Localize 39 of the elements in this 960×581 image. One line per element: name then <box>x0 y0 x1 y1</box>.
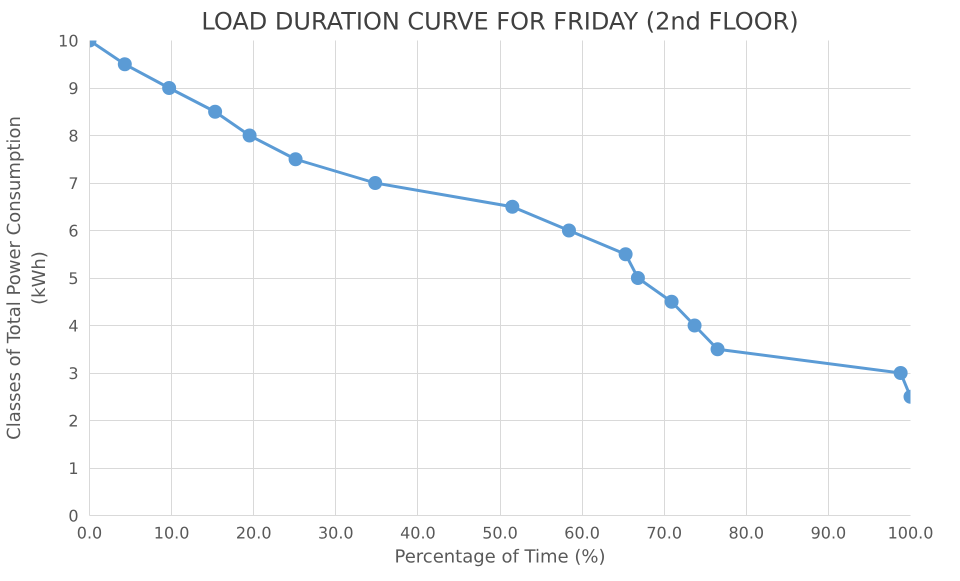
point <box>288 152 303 166</box>
point <box>664 294 679 309</box>
x-tick-label: 90.0 <box>810 524 846 542</box>
x-tick-label: 0.0 <box>76 524 102 542</box>
y-tick-label: 5 <box>68 269 79 288</box>
x-tick-label: 20.0 <box>236 524 272 542</box>
y-tick-label: 6 <box>68 222 79 240</box>
x-tick-label: 60.0 <box>564 524 600 542</box>
x-tick-label: 100.0 <box>888 524 934 542</box>
y-tick-label: 7 <box>68 174 79 193</box>
point <box>505 200 520 214</box>
point <box>710 342 725 356</box>
point <box>118 57 132 72</box>
y-tick-label: 8 <box>68 126 79 146</box>
y-tick-label: 9 <box>68 79 79 98</box>
point <box>630 271 645 285</box>
point <box>368 176 382 190</box>
x-tick-label: 70.0 <box>646 524 682 542</box>
point <box>242 128 257 142</box>
y-tick-label: 4 <box>68 316 79 336</box>
x-axis-title: Percentage of Time (%) <box>394 546 606 568</box>
y-tick-label: 2 <box>68 412 79 430</box>
x-tick-label: 80.0 <box>728 524 764 542</box>
y-axis-title: Classes of Total Power Consumption (kWh) <box>4 116 50 440</box>
point <box>688 318 702 332</box>
y-tick-label: 10 <box>58 32 78 50</box>
y-tick-label: 3 <box>68 364 79 383</box>
y-tick-label: 1 <box>68 459 79 478</box>
x-tick-label: 10.0 <box>154 524 190 542</box>
point <box>562 224 576 238</box>
point <box>208 104 222 119</box>
x-tick-label: 40.0 <box>400 524 436 542</box>
point <box>894 366 908 380</box>
x-tick-label: 30.0 <box>318 524 354 542</box>
point <box>618 247 633 262</box>
y-tick-label: 0 <box>68 506 79 526</box>
point <box>162 81 176 95</box>
chart-title: LOAD DURATION CURVE FOR FRIDAY (2nd FLOOR) <box>201 8 799 36</box>
x-tick-label: 50.0 <box>482 524 518 542</box>
